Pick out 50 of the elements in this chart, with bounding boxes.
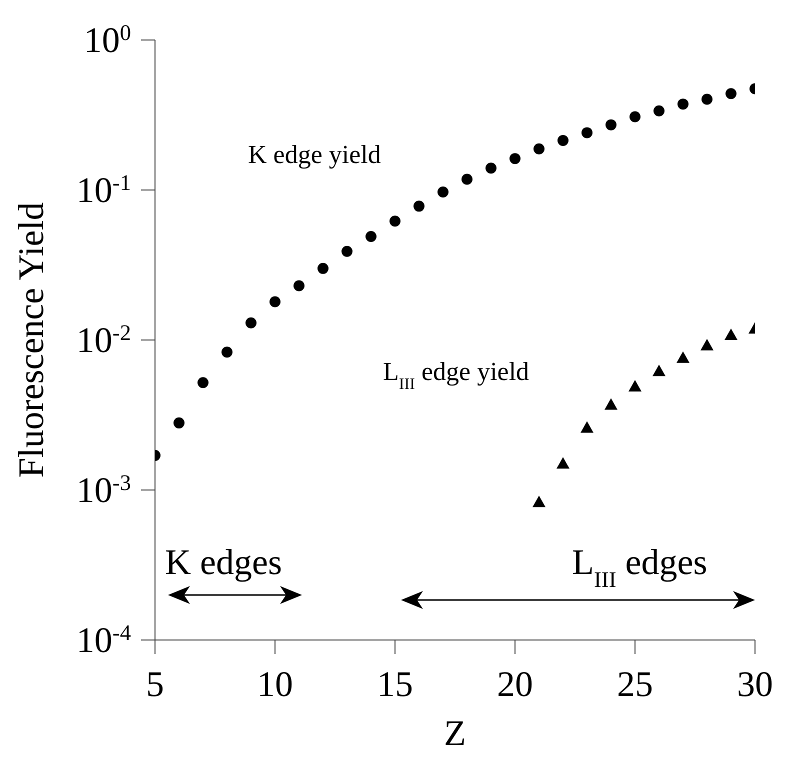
point [318,262,328,274]
point [390,216,400,227]
point [558,134,568,146]
point [700,338,714,350]
x-tick-label: 5 [146,664,164,704]
y-tick-label: 10$^{-4}$ [76,620,131,660]
point [606,119,616,130]
point [726,88,736,100]
point [510,153,520,164]
annotation: L$_{III}$ edge yield [383,357,530,392]
point [198,377,208,388]
point [582,127,592,138]
point [414,200,424,212]
y-tick-label: 10$^{-2}$ [76,320,131,360]
point [174,417,184,428]
point [604,398,618,410]
y-tick-label: 10$^{-1}$ [76,170,131,210]
point [462,174,472,185]
point [676,351,690,363]
point [270,296,280,308]
point [556,457,570,469]
point [534,143,544,154]
x-axis-title: Z [444,713,466,753]
point [628,380,642,392]
x-tick-label: 10 [257,664,293,704]
x-tick-label: 30 [737,664,773,704]
point [222,346,232,358]
point [630,111,640,122]
y-tick-label: 10$^{0}$ [84,20,131,60]
y-axis-title: Fluorescence Yield [11,202,51,478]
point [342,246,352,257]
point [652,364,666,376]
x-tick-label: 20 [497,664,533,704]
annotation: K edge yield [248,140,381,169]
point [246,317,256,328]
point [294,280,304,292]
annotation: L$_{III}$ edges [572,542,708,592]
point [366,230,376,242]
x-tick-label: 15 [377,664,413,704]
point [702,94,712,105]
point [724,328,738,340]
point [678,98,688,110]
x-tick-label: 25 [617,664,653,704]
y-tick-label: 10$^{-3}$ [76,470,131,510]
point [486,162,496,174]
point [580,421,594,433]
point [438,186,448,198]
point [532,496,546,508]
annotation: K edges [165,542,282,582]
point [654,105,664,116]
